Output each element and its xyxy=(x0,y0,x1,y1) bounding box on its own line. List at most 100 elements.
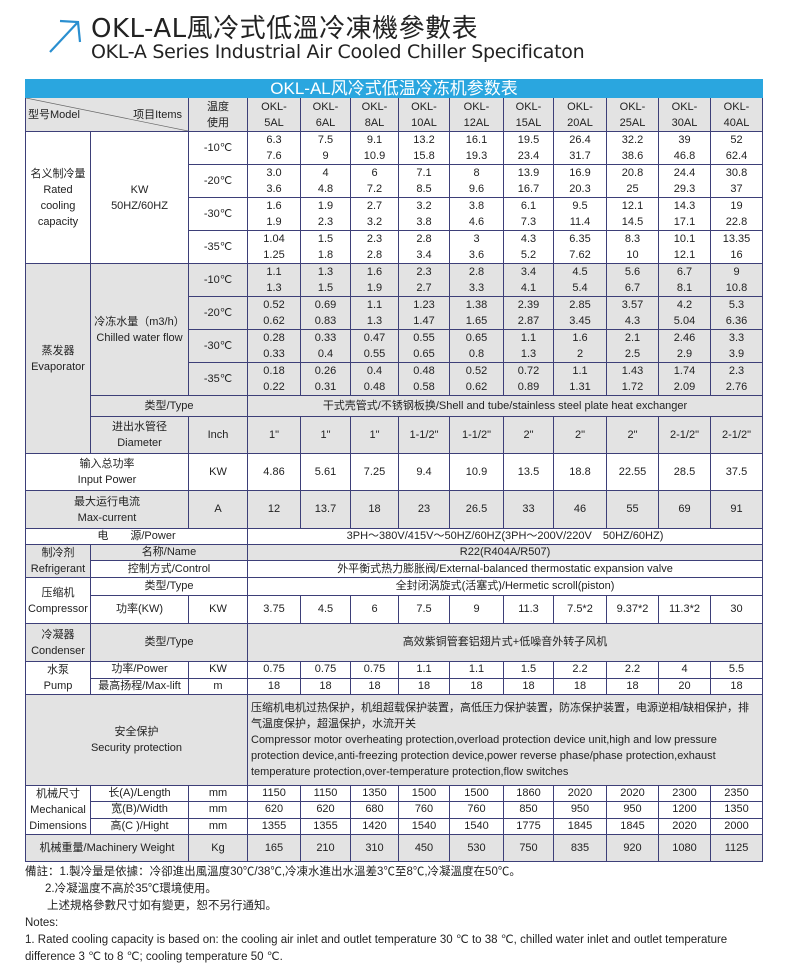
diameter-label: 进出水管径 Diameter xyxy=(90,416,189,454)
value-cell: 0.52 0.62 xyxy=(449,362,504,396)
page-title: OKL-AL風冷式低溫冷凍機參數表 xyxy=(91,14,479,44)
value-cell: 0.26 0.31 xyxy=(300,362,351,396)
value-cell: 1.1 1.3 xyxy=(350,296,399,330)
table-row: 最大运行电流 Max-current A 12 13.7 18 23 26.5 33 46 55 69… xyxy=(25,490,764,529)
value-cell: 530 xyxy=(449,834,504,862)
security-protection-label: 安全保护 Security protection xyxy=(25,694,248,786)
value-cell: 750 xyxy=(503,834,554,862)
unit-cell: mm xyxy=(188,784,248,803)
value-cell: 18 xyxy=(553,677,607,695)
value-cell: 1.5 1.8 xyxy=(300,230,351,264)
value-cell: 950 xyxy=(606,801,659,819)
value-cell: 1355 xyxy=(300,817,351,836)
value-cell: 2.7 3.2 xyxy=(350,197,399,231)
table-row: -30℃ 0.28 0.33 0.33 0.4 0.47 0.55 0.55 0.65 0.65 0… xyxy=(26,329,764,363)
unit-cell: KW xyxy=(188,453,248,491)
value-cell: 1-1/2" xyxy=(449,416,504,454)
value-cell: 1080 xyxy=(658,834,711,862)
value-cell: 1420 xyxy=(350,817,399,836)
table-row: 安全保护 Security protection 压缩机电机过热保护，机组超载保护装… xyxy=(25,694,764,786)
value-cell: 1.43 1.72 xyxy=(606,362,659,396)
control-value: 外平衡式热力膨胀阀/External-balanced thermostatic… xyxy=(246,560,764,578)
value-cell: 28.5 xyxy=(658,453,711,491)
value-cell: 12 xyxy=(247,490,301,529)
weight-label: 机械重量/Machinery Weight xyxy=(25,834,189,862)
value-cell: 8 9.6 xyxy=(449,164,504,198)
dimensions-label: 机械尺寸 Mechanical Dimensions xyxy=(25,785,91,835)
table-row: 机械重量/Machinery Weight Kg 165 210 310 450 530 75… xyxy=(25,834,764,862)
value-cell: 3.4 4.1 xyxy=(503,263,554,297)
evaporator-type-label: 类型/Type xyxy=(90,395,248,417)
value-cell: 18 xyxy=(503,677,554,695)
value-cell: 1" xyxy=(350,416,399,454)
value-cell: 0.48 0.58 xyxy=(398,362,450,396)
note-cn-1: 備註：1.製冷量是依據：冷卻進出風溫度30℃/38℃,冷凍水進出水溫差3℃至8℃… xyxy=(25,866,521,878)
value-cell: 6.35 7.62 xyxy=(553,230,607,264)
value-cell: 20 xyxy=(658,677,711,695)
value-cell: 760 xyxy=(398,801,450,819)
notes-en-title: Notes: xyxy=(25,917,59,929)
value-cell: 18.8 xyxy=(553,453,607,491)
model-header: OKL- 5AL xyxy=(247,97,301,132)
value-cell: 4.5 5.4 xyxy=(553,263,607,297)
table-row: -20℃ 3.0 3.6 4 4.8 6 7.2 7.1 8.5 8 9.6 13.9 16.7 16.9… xyxy=(26,164,764,198)
refrigerant-name-label: 名称/Name xyxy=(90,544,248,561)
value-cell: 4.86 xyxy=(247,453,301,491)
table-row: 水泵 Pump 功率/Power KW 0.75 0.75 0.75 1.1 1.1 1.5 2.2… xyxy=(25,661,764,695)
value-cell: 0.33 0.4 xyxy=(300,329,351,363)
value-cell: 1" xyxy=(300,416,351,454)
value-cell: 2.2 xyxy=(606,661,659,679)
value-cell: 3.75 xyxy=(247,595,301,624)
value-cell: 310 xyxy=(350,834,399,862)
value-cell: 22.55 xyxy=(606,453,659,491)
value-cell: 2" xyxy=(553,416,607,454)
value-cell: 0.72 0.89 xyxy=(503,362,554,396)
temp-cell: -20℃ xyxy=(188,164,248,198)
value-cell: 2.1 2.5 xyxy=(606,329,659,363)
table-row: 型号Model 项目Items 温度 使用 OKL- 5AL OKL- 6AL OKL- 8AL O… xyxy=(25,97,764,132)
value-cell: 1-1/2" xyxy=(398,416,450,454)
table-row: 高(C )/Hight mm 1355 1355 1420 1540 1540 1775 184… xyxy=(26,817,764,836)
value-cell: 4.2 5.04 xyxy=(658,296,711,330)
value-cell: 3.0 3.6 xyxy=(247,164,301,198)
value-cell: 5.3 6.36 xyxy=(709,296,764,330)
value-cell: 2.85 3.45 xyxy=(553,296,607,330)
note-en-1: 1. Rated cooling capacity is based on: t… xyxy=(25,934,728,963)
value-cell: 1350 xyxy=(709,801,764,819)
value-cell: 6.1 7.3 xyxy=(503,197,554,231)
value-cell: 620 xyxy=(247,801,301,819)
value-cell: 12.1 14.5 xyxy=(606,197,659,231)
value-cell: 0.75 xyxy=(350,661,399,679)
model-header: OKL- 25AL xyxy=(606,97,659,132)
value-cell: 7.5 9 xyxy=(300,131,351,165)
unit-cell: m xyxy=(188,677,248,695)
value-cell: 4 xyxy=(658,661,711,679)
evaporator-label: 蒸发器 Evaporator xyxy=(25,263,91,454)
unit-cell: Inch xyxy=(188,416,248,454)
arrow-up-right-icon xyxy=(49,19,82,53)
compressor-type-value: 全封闭涡旋式(活塞式)/Hermetic scroll(piston) xyxy=(246,577,764,596)
value-cell: 0.52 0.62 xyxy=(247,296,301,330)
value-cell: 2.8 3.4 xyxy=(398,230,450,264)
compressor-type-label: 类型/Type xyxy=(90,577,248,596)
value-cell: 7.25 xyxy=(350,453,399,491)
model-header: OKL- 6AL xyxy=(300,97,351,132)
value-cell: 1200 xyxy=(658,801,711,819)
table-row: 类型/Type 干式壳管式/不锈钢板换/Shell and tube/stainl… xyxy=(26,395,764,417)
unit-cell: A xyxy=(188,490,248,529)
temp-cell: -10℃ xyxy=(188,131,248,165)
value-cell: 39 46.8 xyxy=(658,131,711,165)
value-cell: 2020 xyxy=(553,784,607,803)
value-cell: 0.75 xyxy=(300,661,351,679)
value-cell: 18 xyxy=(350,490,399,529)
value-cell: 1860 xyxy=(503,784,554,803)
value-cell: 1150 xyxy=(300,784,351,803)
dimension-label: 长(A)/Length xyxy=(90,784,189,803)
value-cell: 950 xyxy=(553,801,607,819)
model-header: OKL- 40AL xyxy=(709,97,764,132)
value-cell: 18 xyxy=(350,677,399,695)
value-cell: 1150 xyxy=(247,784,301,803)
model-header: OKL- 30AL xyxy=(658,97,711,132)
control-label: 控制方式/Control xyxy=(90,560,248,578)
table-row: -35℃ 1.04 1.25 1.5 1.8 2.3 2.8 2.8 3.4 3 3.6 4.3 5.2… xyxy=(26,230,764,264)
